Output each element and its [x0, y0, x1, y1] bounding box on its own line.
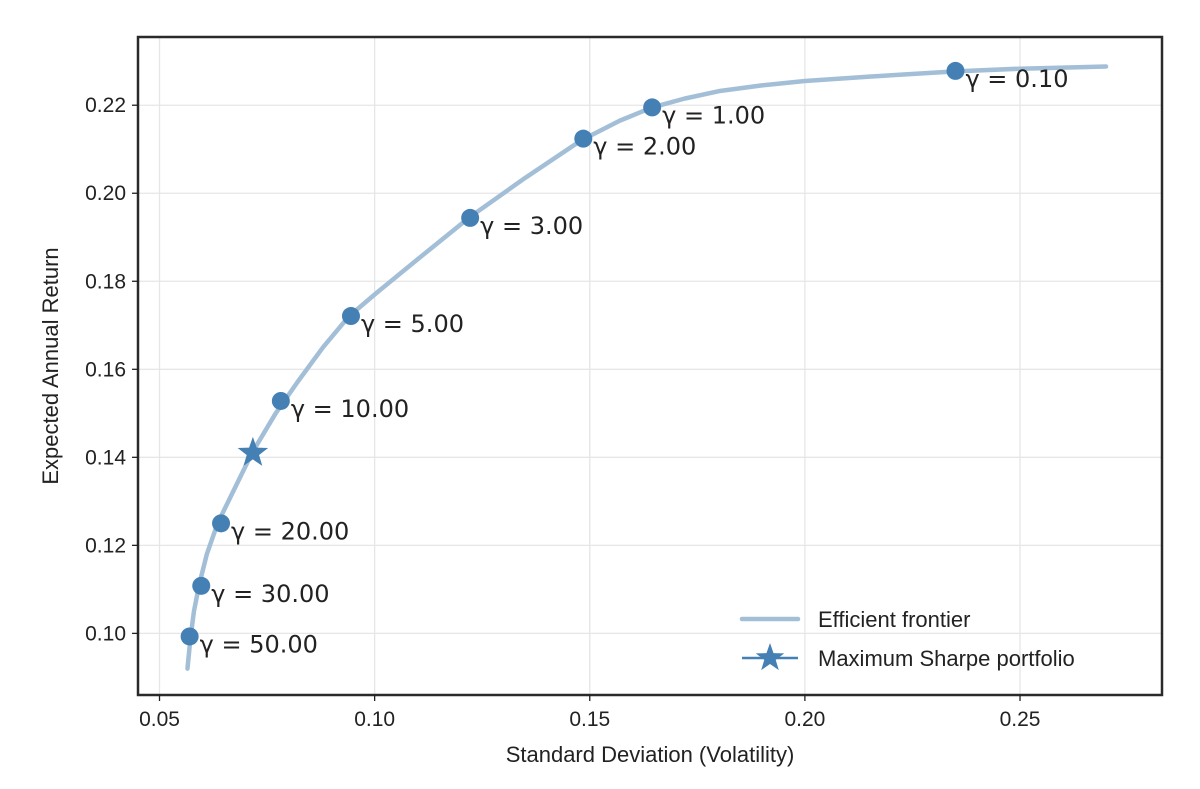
gamma-point-label: γ = 2.00	[593, 133, 696, 161]
gamma-point-label: γ = 50.00	[200, 630, 318, 658]
x-tick-label: 0.15	[569, 708, 610, 731]
y-tick-label: 0.14	[85, 446, 126, 469]
x-tick-label: 0.10	[354, 708, 395, 731]
gamma-point	[212, 514, 231, 533]
x-axis-title: Standard Deviation (Volatility)	[506, 742, 795, 767]
y-tick-label: 0.16	[85, 358, 126, 381]
gamma-point-label: γ = 0.10	[965, 65, 1068, 93]
gamma-point	[192, 576, 211, 595]
gamma-point-label: γ = 5.00	[361, 310, 464, 338]
legend-sharpe-star-icon	[755, 643, 785, 671]
gamma-point	[461, 208, 480, 227]
y-axis-title: Expected Annual Return	[38, 247, 63, 484]
x-axis-ticks: 0.05 0.10 0.15 0.20 0.25	[139, 695, 1040, 731]
y-tick-label: 0.10	[85, 622, 126, 645]
gamma-point	[341, 307, 360, 326]
frontier-layer	[185, 64, 1109, 671]
y-tick-label: 0.12	[85, 534, 126, 557]
gamma-point	[574, 129, 593, 148]
legend-frontier-label: Efficient frontier	[818, 607, 970, 632]
y-tick-label: 0.18	[85, 270, 126, 293]
plot-frame	[136, 35, 1164, 697]
points-layer	[180, 61, 965, 646]
gamma-point-label: γ = 3.00	[480, 212, 583, 240]
gamma-point-label: γ = 1.00	[662, 101, 765, 129]
legend-sharpe-label: Maximum Sharpe portfolio	[818, 646, 1075, 671]
gamma-point	[643, 98, 662, 117]
y-axis-ticks: 0.10 0.12 0.14 0.16 0.18 0.20 0.22	[85, 94, 138, 645]
point-labels: γ = 0.10 γ = 1.00 γ = 2.00 γ = 3.00 γ = 5.00…	[200, 65, 1069, 659]
gamma-point	[946, 61, 965, 80]
gamma-point	[271, 391, 290, 410]
efficient-frontier-line	[185, 64, 1109, 671]
x-tick-label: 0.25	[1000, 708, 1041, 731]
gamma-point-label: γ = 10.00	[291, 395, 409, 423]
gamma-point-label: γ = 20.00	[231, 517, 349, 545]
x-tick-label: 0.05	[139, 708, 180, 731]
gamma-point	[180, 627, 199, 646]
y-tick-label: 0.20	[85, 182, 126, 205]
gamma-point-label: γ = 30.00	[211, 580, 329, 608]
y-tick-label: 0.22	[85, 94, 126, 117]
x-tick-label: 0.20	[784, 708, 825, 731]
max-sharpe-star-icon	[237, 436, 269, 466]
legend: Efficient frontier Maximum Sharpe portfo…	[739, 607, 1075, 671]
